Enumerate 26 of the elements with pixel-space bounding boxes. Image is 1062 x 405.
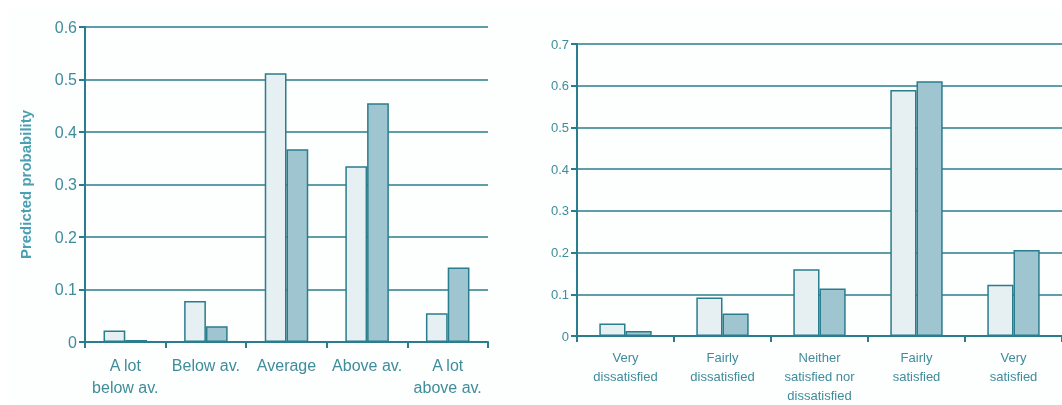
x-tick-label: Very satisfied (989, 350, 1038, 384)
y-tick-label: 0 (561, 328, 569, 344)
y-axis-title: Predicted probability (17, 109, 34, 260)
x-tick-label: Fairly dissatisfied (690, 350, 755, 384)
y-tick-label: 0.4 (54, 123, 78, 141)
x-tick-label: Very dissatisfied (593, 350, 658, 384)
y-tick-label: 0.6 (550, 78, 569, 94)
x-tick-label: A lot below av. (92, 356, 159, 396)
y-tick-label: 0.5 (54, 71, 78, 88)
y-tick-label: 0.6 (54, 18, 78, 36)
y-tick-label: 0.2 (54, 228, 78, 246)
x-tick-label: Above av. (332, 356, 403, 374)
y-tick-label: 0.4 (550, 161, 569, 177)
x-tick-label: Neither satisfied nor dissatisfied (784, 350, 856, 403)
y-tick-label: 0 (68, 333, 78, 351)
x-tick-label: Fairly satisfied (892, 350, 941, 384)
y-tick-label: 0.7 (550, 36, 569, 52)
x-tick-label: Average (256, 356, 317, 374)
x-tick-label: A lot above av. (413, 356, 482, 396)
y-tick-label: 0.2 (550, 245, 569, 261)
y-tick-label: 0.3 (54, 176, 78, 193)
y-tick-label: 0.1 (550, 286, 569, 302)
y-tick-label: 0.3 (550, 203, 569, 219)
y-tick-label: 0.5 (550, 119, 569, 135)
y-tick-label: 0.1 (54, 281, 78, 298)
x-tick-label: Below av. (171, 356, 240, 374)
